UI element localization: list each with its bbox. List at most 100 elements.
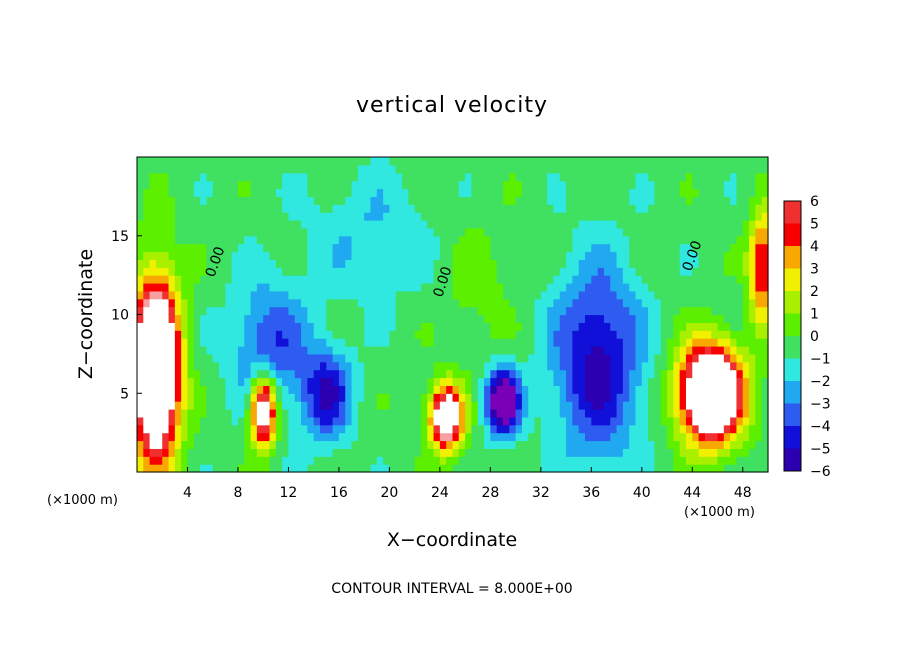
chart-title: vertical velocity [356,93,548,118]
heatmap-cell [515,401,523,410]
heatmap-cell [730,259,738,268]
heatmap-cell [509,204,517,213]
heatmap-cell [559,353,567,363]
heatmap-cell [212,361,220,371]
heatmap-cell [717,456,725,465]
heatmap-cell [370,283,378,292]
heatmap-cell [749,424,756,434]
heatmap-cell [174,456,182,465]
heatmap-cell [610,227,618,237]
heatmap-cell [149,448,157,457]
heatmap-cell [755,220,763,229]
heatmap-cell [155,464,163,473]
heatmap-cell [420,227,428,237]
heatmap-cell [250,180,258,190]
colorbar-swatch [784,291,801,314]
heatmap-cell [540,353,548,363]
heatmap-cell [263,157,271,166]
heatmap-cell [162,275,170,284]
heatmap-cell [534,385,542,394]
heatmap-cell [597,220,605,229]
heatmap-cell [364,440,372,449]
heatmap-cell [477,227,485,237]
heatmap-cell [389,306,397,316]
heatmap-cell [351,306,359,316]
heatmap-cell [585,243,592,253]
heatmap-cell [654,235,662,245]
heatmap-cell [402,306,409,316]
heatmap-cell [730,464,738,473]
heatmap-cell [591,393,599,402]
heatmap-cell [301,157,308,166]
heatmap-cell [749,306,756,316]
heatmap-cell [351,243,359,253]
heatmap-cell [673,290,681,300]
heatmap-cell [427,369,435,379]
heatmap-cell [225,314,233,323]
heatmap-cell [698,275,706,284]
heatmap-cell [578,314,586,323]
heatmap-cell [137,448,144,457]
heatmap-cell [610,275,618,284]
heatmap-cell [648,259,656,268]
heatmap-cell [294,346,302,355]
heatmap-cell [319,251,327,260]
heatmap-cell [603,267,611,276]
heatmap-cell [553,235,561,245]
heatmap-cell [547,220,555,229]
heatmap-cell [231,353,239,363]
heatmap-cell [319,196,327,205]
heatmap-cell [351,204,359,213]
heatmap-cell [471,322,479,331]
heatmap-cell [376,180,384,190]
heatmap-cell [553,227,561,237]
heatmap-cell [540,385,548,394]
heatmap-cell [603,188,611,197]
heatmap-cell [357,448,365,457]
heatmap-cell [427,259,435,268]
heatmap-cell [585,464,592,473]
heatmap-cell [572,432,580,442]
heatmap-cell [673,235,681,245]
heatmap-cell [143,338,151,347]
heatmap-cell [622,369,630,379]
heatmap-cell [288,298,296,308]
heatmap-cell [761,196,769,205]
heatmap-cell [174,227,182,237]
heatmap-cell [515,243,523,253]
heatmap-cell [597,188,605,197]
heatmap-cell [591,424,599,434]
heatmap-cell [319,330,327,339]
heatmap-cell [420,393,428,402]
heatmap-cell [465,464,473,473]
heatmap-cell [654,330,662,339]
heatmap-cell [433,164,441,174]
heatmap-cell [338,314,346,323]
heatmap-cell [736,164,744,174]
heatmap-cell [149,180,157,190]
heatmap-cell [502,353,510,363]
heatmap-cell [717,220,725,229]
heatmap-cell [168,243,176,253]
heatmap-cell [692,290,700,300]
heatmap-cell [168,393,176,402]
heatmap-cell [338,212,346,221]
heatmap-cell [357,298,365,308]
heatmap-cell [383,243,390,253]
heatmap-cell [490,212,498,221]
heatmap-cell [263,346,271,355]
heatmap-cell [585,424,592,434]
heatmap-cell [521,464,529,473]
heatmap-cell [622,361,630,371]
heatmap-cell [698,353,706,363]
heatmap-cell [244,275,252,284]
heatmap-cell [641,290,649,300]
heatmap-cell [370,227,378,237]
heatmap-cell [269,251,277,260]
heatmap-cell [206,180,214,190]
heatmap-cell [471,204,479,213]
heatmap-cell [402,346,409,355]
heatmap-cell [692,346,700,355]
heatmap-cell [509,440,517,449]
heatmap-cell [553,267,561,276]
